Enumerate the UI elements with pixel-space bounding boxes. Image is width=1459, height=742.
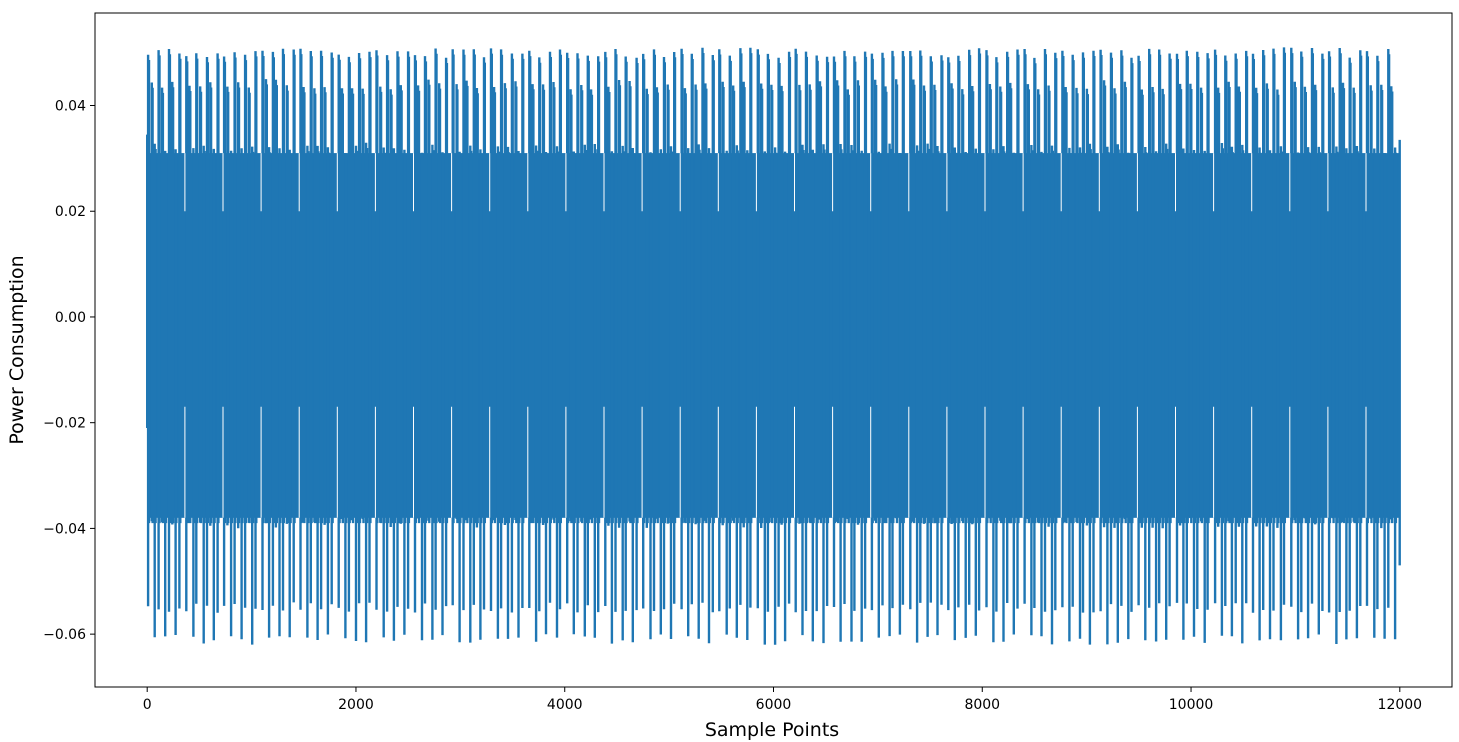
x-axis-label: Sample Points [705,719,839,741]
x-axis: 0 2000 4000 6000 8000 10000 12000 [143,687,1422,713]
y-tick-label: −0.06 [43,627,86,643]
x-tick-label: 2000 [338,697,374,713]
x-tick-label: 8000 [964,697,1000,713]
y-tick-label: −0.02 [43,416,86,432]
y-tick-label: 0.00 [55,310,86,326]
x-tick-label: 12000 [1378,697,1423,713]
series-layer [146,47,1401,645]
y-tick-label: 0.04 [55,99,86,115]
x-tick-label: 10000 [1169,697,1214,713]
y-tick-label: −0.04 [43,521,86,537]
series-dense-band [147,153,1400,518]
y-tick-label: 0.02 [55,204,86,220]
y-axis: −0.06 −0.04 −0.02 0.00 0.02 0.04 [43,99,95,643]
series-segment-gaps [184,153,1367,518]
x-tick-label: 4000 [547,697,583,713]
y-axis-label: Power Consumption [6,255,28,444]
series-line [146,47,1401,645]
x-tick-label: 0 [143,697,152,713]
x-tick-label: 6000 [756,697,792,713]
